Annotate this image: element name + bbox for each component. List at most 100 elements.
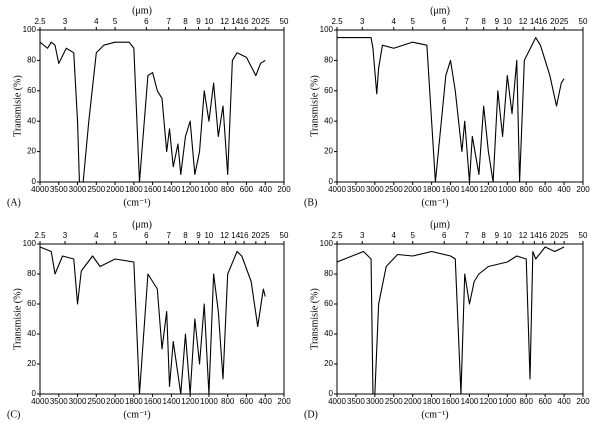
x-tick-label: 3500 [50,397,68,406]
x2-tick-label: 2.5 [331,231,343,240]
y-tick-label: 80 [324,269,333,278]
plot-frame [336,29,584,183]
x2-tick-label: 16 [538,231,547,240]
x-tick-label: 1200 [181,397,199,406]
x-tick-label: 1200 [479,397,497,406]
x2-tick-label: 9 [495,17,500,26]
x2-tick-label: 2.5 [34,231,46,240]
x-tick-label: 3000 [69,185,87,194]
x-tick-label: 1800 [125,185,143,194]
plot-frame [39,243,285,395]
x-tick-label: 1600 [442,185,460,194]
x-tick-label: 3500 [50,185,68,194]
x-axis-label: (cm⁻¹) [123,409,150,420]
y-tick-label: 20 [27,147,36,156]
x-tick-label: 2500 [385,397,403,406]
x-tick-label: 600 [538,185,552,194]
x2-tick-label: 6 [442,17,447,26]
panel-label: (D) [304,409,318,420]
x-tick-label: 800 [520,397,534,406]
x2-tick-label: 6 [144,17,149,26]
x-tick-label: 2000 [106,185,124,194]
y-tick-label: 20 [27,359,36,368]
x-tick-label: 2000 [404,185,422,194]
x2-tick-label: 8 [481,231,486,240]
panel-label: (B) [304,197,317,208]
x2-tick-label: 50 [280,231,289,240]
x-tick-label: 1600 [144,397,162,406]
x2-tick-label: 4 [392,17,397,26]
x-tick-label: 1600 [144,185,162,194]
x2-tick-label: 2.5 [331,17,343,26]
x-tick-label: 3500 [347,397,365,406]
x-tick-label: 3000 [366,185,384,194]
x2-tick-label: 25 [261,17,270,26]
plot-frame [39,29,285,183]
x2-tick-label: 10 [204,231,213,240]
x2-tick-label: 3 [63,231,68,240]
x-tick-label: 200 [277,185,291,194]
x-tick-label: 3000 [366,397,384,406]
x2-tick-label: 4 [94,17,99,26]
x2-tick-label: 20 [251,17,260,26]
x2-tick-label: 25 [261,231,270,240]
x-tick-label: 1400 [162,397,180,406]
y-axis-label: Transmisie (%) [12,75,23,137]
x2-tick-label: 5 [410,231,415,240]
x-tick-label: 800 [520,185,534,194]
x2-axis-label: (μm) [430,219,450,230]
x-tick-label: 2500 [385,185,403,194]
x2-tick-label: 16 [240,231,249,240]
x-tick-label: 800 [221,397,235,406]
x2-tick-label: 7 [166,17,171,26]
x-tick-label: 4000 [328,185,346,194]
x2-tick-label: 7 [166,231,171,240]
x-tick-label: 1800 [423,397,441,406]
x2-tick-label: 3 [360,17,365,26]
spectrum-line [336,246,565,395]
y-tick-label: 100 [23,239,37,248]
x2-tick-label: 10 [503,17,512,26]
x2-tick-label: 3 [360,231,365,240]
x2-tick-label: 8 [481,17,486,26]
y-tick-label: 40 [324,329,333,338]
x-tick-label: 1400 [461,397,479,406]
x-tick-label: 1800 [125,397,143,406]
x2-tick-label: 14 [231,17,240,26]
y-tick-label: 60 [27,299,36,308]
x2-tick-label: 14 [530,17,539,26]
x-tick-label: 2000 [404,397,422,406]
x-tick-label: 800 [221,185,235,194]
x2-tick-label: 16 [240,17,249,26]
x-tick-label: 400 [557,397,571,406]
x2-tick-label: 9 [196,17,201,26]
x-tick-label: 4000 [31,185,49,194]
x2-tick-label: 20 [550,231,559,240]
x2-tick-label: 8 [183,17,188,26]
x-tick-label: 200 [576,185,590,194]
x-tick-label: 400 [259,185,273,194]
x2-tick-label: 5 [113,231,118,240]
x-tick-label: 1600 [442,397,460,406]
y-tick-label: 100 [320,25,334,34]
x2-tick-label: 20 [251,231,260,240]
y-axis-label: Transmisie (%) [309,288,320,350]
x-tick-label: 3500 [347,185,365,194]
y-tick-label: 40 [324,116,333,125]
y-axis-label: Transmisie (%) [309,75,320,137]
x2-tick-label: 14 [231,231,240,240]
x2-tick-label: 8 [183,231,188,240]
spectrum-line [39,246,266,395]
x-axis-label: (cm⁻¹) [421,197,448,208]
y-tick-label: 40 [27,329,36,338]
y-tick-label: 80 [27,269,36,278]
x2-tick-label: 50 [579,17,588,26]
x-tick-label: 1000 [498,397,516,406]
x-tick-label: 1200 [479,185,497,194]
y-tick-label: 80 [324,56,333,65]
x2-tick-label: 12 [519,231,528,240]
y-tick-label: 20 [324,359,333,368]
x-tick-label: 4000 [31,397,49,406]
x2-axis-label: (μm) [430,5,450,16]
